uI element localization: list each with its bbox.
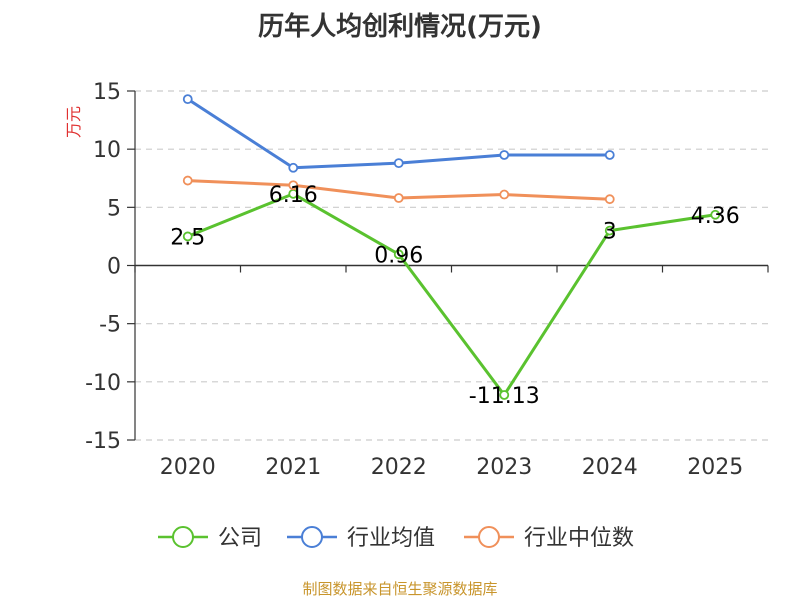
legend-label: 公司 [218,526,262,551]
data-point [393,249,404,260]
y-tick-label: 15 [93,80,121,105]
x-tick-label: 2025 [687,455,743,480]
data-point [393,158,404,169]
data-point [288,180,299,191]
series-line-0 [187,192,716,397]
chart-title: 历年人均创利情况(万元) [258,12,542,42]
legend-marker [478,526,500,548]
x-tick-label: 2021 [265,455,321,480]
y-tick-label: 5 [107,196,121,221]
x-tick-label: 2020 [160,455,216,480]
legend: 公司 行业均值 行业中位数 [158,526,634,551]
data-point [182,231,193,242]
data-label: -11.13 [469,384,540,409]
data-point [604,150,615,160]
y-tick-label: -10 [85,371,121,396]
data-point [604,225,615,236]
data-label: 3 [603,220,617,245]
data-point [499,150,510,160]
data-point [393,193,404,203]
data-point [604,194,615,205]
series-line-1 [186,97,610,170]
source-note: 制图数据来自恒生聚源数据库 [302,580,498,598]
x-tick-label: 2022 [371,455,427,480]
data-point [182,175,193,186]
data-label: 0.96 [374,243,423,268]
legend-marker [301,526,323,548]
legend-label: 行业中位数 [524,526,634,551]
x-tick-label: 2023 [476,455,532,480]
x-tick-label: 2024 [582,455,638,480]
data-label: 6.16 [269,183,318,208]
data-point [499,189,510,200]
data-point [499,390,510,400]
data-point [182,94,193,105]
data-labels: 2.5 6.16 0.96 -11.13 3 4.36 [170,183,739,409]
data-label: 4.36 [691,204,740,229]
data-label: 2.5 [170,225,205,250]
y-tick-label: -5 [99,313,121,338]
y-axis-label: 万元 [64,106,83,138]
series-lines [182,94,721,400]
axes: 15 10 5 0 -5 -10 -15 万元 2020 2021 2022 2023 2024 2025 [64,80,769,480]
legend-label: 行业均值 [347,526,435,551]
data-point [288,162,299,173]
data-point [710,209,721,220]
y-tick-label: 10 [93,138,121,163]
y-tick-label: -15 [85,429,121,454]
y-tick-label: 0 [107,255,121,280]
legend-marker [172,526,194,548]
